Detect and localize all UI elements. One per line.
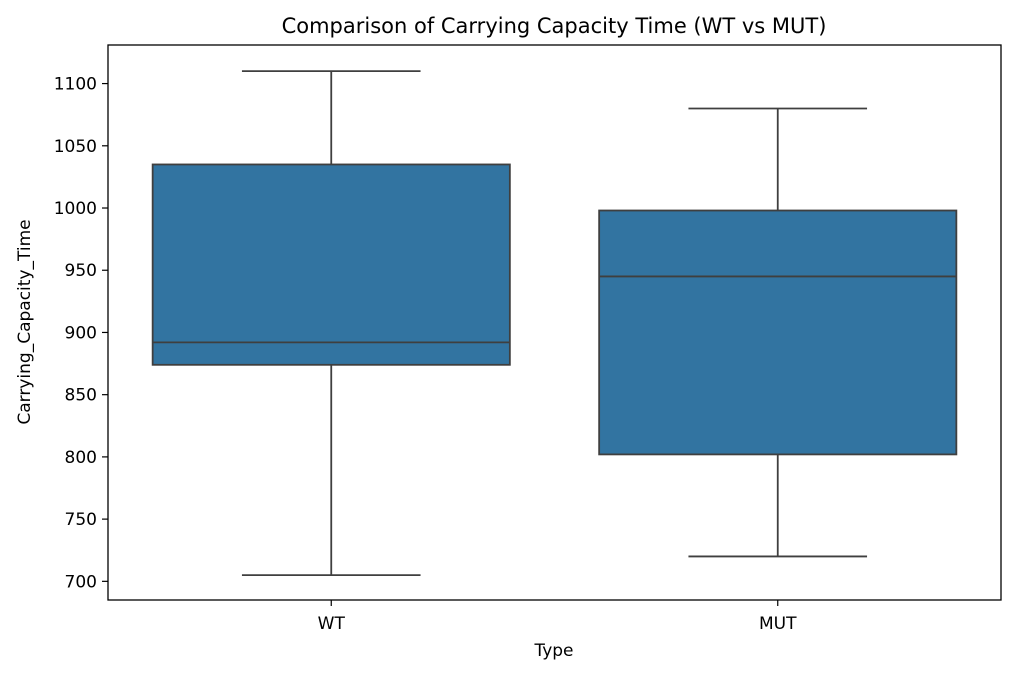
plot-area-frame — [107, 44, 1002, 601]
boxes-layer — [151, 70, 958, 577]
y-tick-label: 900 — [65, 323, 97, 343]
x-tick-label: MUT — [759, 614, 797, 634]
box-group-wt — [151, 70, 511, 577]
y-tick-label: 750 — [65, 510, 97, 530]
box-group-mut — [598, 107, 958, 558]
y-axis-label: Carrying_Capacity_Time — [15, 219, 35, 424]
chart-title: Comparison of Carrying Capacity Time (WT… — [282, 14, 827, 38]
x-tick-label: WT — [318, 614, 346, 634]
y-tick-label: 1050 — [54, 137, 97, 157]
box-wt — [151, 163, 511, 366]
y-axis: 700 750 800 850 900 950 1000 1050 1100 — [54, 75, 108, 592]
box-mut — [598, 209, 958, 456]
x-axis-label: Type — [533, 641, 573, 661]
x-axis: WT MUT — [318, 600, 797, 634]
y-tick-label: 1000 — [54, 199, 97, 219]
y-tick-label: 850 — [65, 386, 97, 406]
y-tick-label: 1100 — [54, 75, 97, 95]
y-tick-label: 700 — [65, 572, 97, 592]
y-tick-label: 950 — [65, 261, 97, 281]
y-tick-label: 800 — [65, 448, 97, 468]
